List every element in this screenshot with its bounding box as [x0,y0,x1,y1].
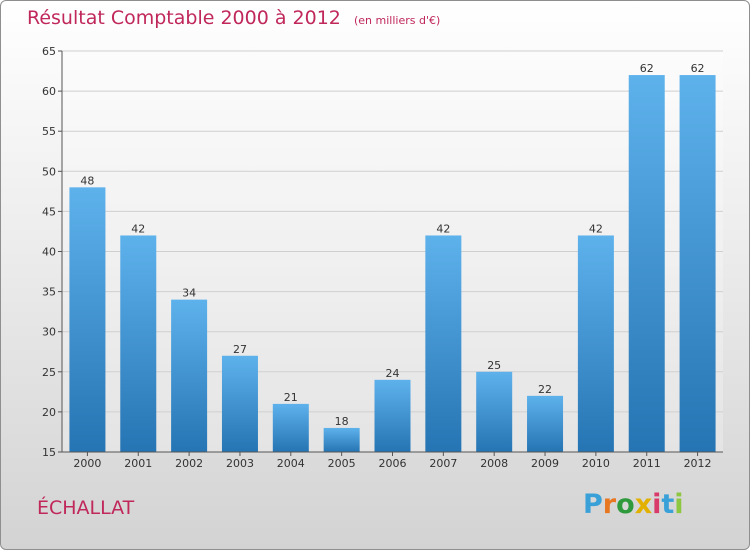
data-label: 42 [131,222,145,235]
bar [425,235,462,452]
bar [628,75,665,452]
proxiti-logo: Proxiti [583,489,684,520]
axes: 15 20 25 30 35 40 45 50 55 60 65 2000 2001 2002 2003 20… [42,45,723,470]
data-label: 62 [691,62,705,75]
x-tick-label: 2003 [226,457,254,470]
x-tick-label: 2005 [328,457,356,470]
data-label: 42 [589,222,603,235]
logo-letter: r [602,489,617,520]
data-label: 25 [487,359,501,372]
bar [323,427,360,452]
chart-title: Résultat Comptable 2000 à 2012 (en milli… [27,7,440,29]
data-label: 18 [335,415,349,428]
data-label: 42 [436,222,450,235]
logo-letter: x [634,489,653,520]
y-tick-label: 65 [42,45,56,58]
bar [577,235,614,452]
data-label: 22 [538,383,552,396]
data-label: 24 [386,367,400,380]
x-tick-label: 2010 [582,457,610,470]
title-unit: (en milliers d'€) [353,14,441,27]
bar [69,187,106,452]
y-tick-label: 30 [42,326,56,339]
bar [272,403,309,452]
x-tick-label: 2012 [684,457,712,470]
x-tick-label: 2009 [531,457,559,470]
logo-letter: t [661,489,675,520]
y-tick-label: 20 [42,406,56,419]
x-tick-label: 2008 [480,457,508,470]
bar [221,355,258,452]
x-tick-label: 2001 [124,457,152,470]
x-tick-label: 2002 [175,457,203,470]
x-tick-label: 2007 [429,457,457,470]
logo-letter: i [652,489,662,520]
x-tick-label: 2000 [73,457,101,470]
y-tick-label: 60 [42,85,56,98]
data-label: 48 [80,174,94,187]
y-tick-label: 35 [42,286,56,299]
data-label: 62 [640,62,654,75]
y-tick-label: 25 [42,366,56,379]
bar [120,235,157,452]
data-label: 21 [284,391,298,404]
bar [679,75,716,452]
x-tick-label: 2004 [277,457,305,470]
y-tick-label: 50 [42,165,56,178]
bar [171,299,208,452]
x-tick-label: 2011 [633,457,661,470]
data-label: 34 [182,287,196,300]
title-main: Résultat Comptable 2000 à 2012 [27,7,341,29]
bar [476,371,513,452]
bar [374,379,411,452]
data-label: 27 [233,343,247,356]
x-tick-label: 2006 [379,457,407,470]
bar [527,395,564,452]
y-tick-label: 40 [42,246,56,259]
logo-letter: i [674,489,684,520]
y-tick-label: 55 [42,125,56,138]
y-tick-label: 15 [42,446,56,459]
y-tick-label: 45 [42,205,56,218]
logo-letter: P [583,489,603,520]
logo-letter: o [616,489,635,520]
commune-name: ÉCHALLAT [37,497,135,519]
bars: 48 42 34 27 21 18 24 42 25 22 42 62 62 [69,62,716,452]
